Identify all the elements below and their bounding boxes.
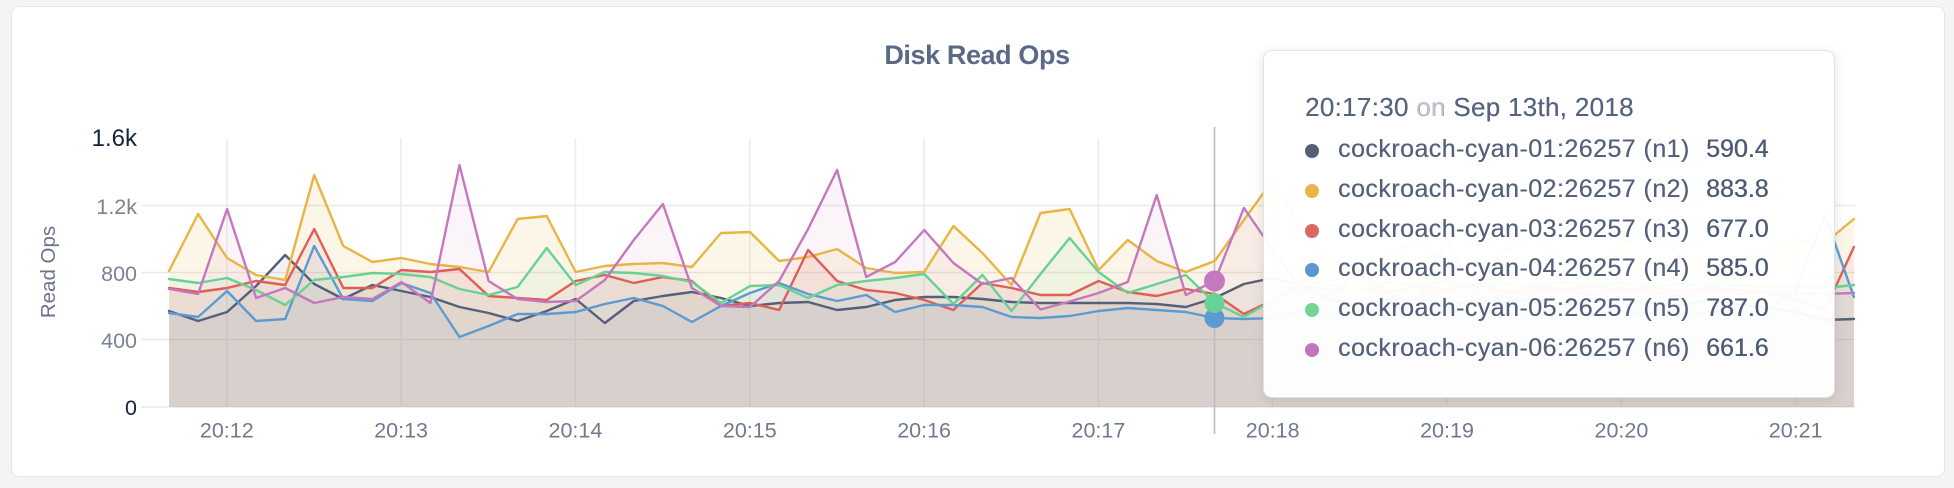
svg-text:20:13: 20:13 [374, 419, 428, 443]
svg-text:20:12: 20:12 [200, 419, 254, 443]
svg-text:1.6k: 1.6k [92, 125, 138, 152]
svg-text:0: 0 [125, 396, 137, 420]
svg-text:Read Ops: Read Ops [37, 226, 60, 318]
svg-text:400: 400 [101, 329, 137, 353]
svg-text:20:20: 20:20 [1594, 419, 1648, 443]
svg-text:1.2k: 1.2k [96, 195, 137, 219]
svg-text:20:16: 20:16 [897, 419, 951, 443]
svg-text:20:17: 20:17 [1071, 419, 1125, 443]
svg-text:800: 800 [101, 262, 137, 286]
svg-text:20:14: 20:14 [548, 419, 602, 443]
svg-text:20:19: 20:19 [1420, 419, 1474, 443]
svg-text:20:15: 20:15 [723, 419, 777, 443]
svg-text:20:21: 20:21 [1769, 419, 1823, 443]
svg-text:20:18: 20:18 [1246, 419, 1300, 443]
